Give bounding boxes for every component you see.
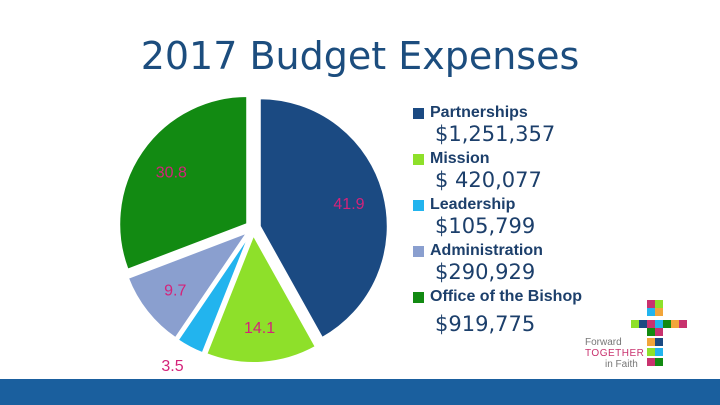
legend: Partnerships $1,251,357 Mission $ 420,07… <box>413 104 673 336</box>
chart-title: 2017 Budget Expenses <box>140 34 580 78</box>
footer-bar <box>0 379 720 405</box>
legend-amount: $290,929 <box>435 260 536 284</box>
pie-slice-leadership <box>176 233 251 355</box>
logo-line-in-faith: in Faith <box>605 359 638 370</box>
legend-label: Mission <box>430 150 490 167</box>
legend-amount: $ 420,077 <box>435 168 542 192</box>
legend-swatch <box>413 153 424 165</box>
data-label-administration: 9.7 <box>164 283 186 300</box>
data-label-leadership: 3.5 <box>161 358 183 375</box>
legend-swatch <box>413 245 424 257</box>
legend-swatch <box>413 291 424 303</box>
pie-slice-administration <box>126 230 251 340</box>
data-label-partnerships: 41.9 <box>333 196 364 213</box>
pie-slice-partnerships <box>258 97 389 340</box>
cross-logo-icon <box>631 300 687 366</box>
legend-item-leadership: Leadership $105,799 <box>413 196 673 242</box>
logo-text: Forward TOGETHER in Faith <box>585 337 644 370</box>
legend-label: Administration <box>430 242 543 259</box>
legend-swatch <box>413 107 424 119</box>
pie-slice-office-of-the-bishop <box>118 95 249 271</box>
legend-amount: $919,775 <box>435 312 536 336</box>
legend-label: Partnerships <box>430 104 528 121</box>
legend-item-office-of-the-bishop: Office of the Bishop $919,775 <box>413 288 673 336</box>
data-label-office-of-the-bishop: 30.8 <box>156 165 187 182</box>
legend-swatch <box>413 199 424 211</box>
pie-slice-mission <box>205 232 318 364</box>
legend-label: Office of the Bishop <box>430 288 582 305</box>
legend-amount: $105,799 <box>435 214 536 238</box>
legend-item-mission: Mission $ 420,077 <box>413 150 673 196</box>
legend-amount: $1,251,357 <box>435 122 556 146</box>
legend-item-partnerships: Partnerships $1,251,357 <box>413 104 673 150</box>
data-label-mission: 14.1 <box>244 320 275 337</box>
legend-label: Leadership <box>430 196 516 213</box>
logo-line-forward: Forward <box>585 337 622 348</box>
legend-item-administration: Administration $290,929 <box>413 242 673 288</box>
logo-line-together: TOGETHER <box>585 348 645 359</box>
